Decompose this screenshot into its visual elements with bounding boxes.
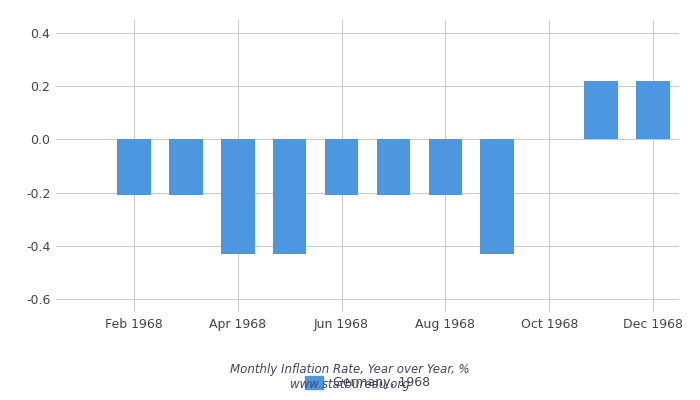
Bar (636, 81, 670, 140)
Bar (377, 140, 410, 195)
Bar (117, 140, 150, 195)
Text: Monthly Inflation Rate, Year over Year, %: Monthly Inflation Rate, Year over Year, … (230, 364, 470, 376)
Legend: Germany, 1968: Germany, 1968 (300, 371, 435, 394)
Bar (325, 140, 358, 195)
Bar (480, 140, 514, 254)
Bar (273, 140, 307, 254)
Bar (584, 81, 618, 140)
Bar (220, 140, 255, 254)
Bar (428, 140, 462, 195)
Text: www.statbureau.org: www.statbureau.org (290, 378, 410, 391)
Bar (169, 140, 203, 195)
